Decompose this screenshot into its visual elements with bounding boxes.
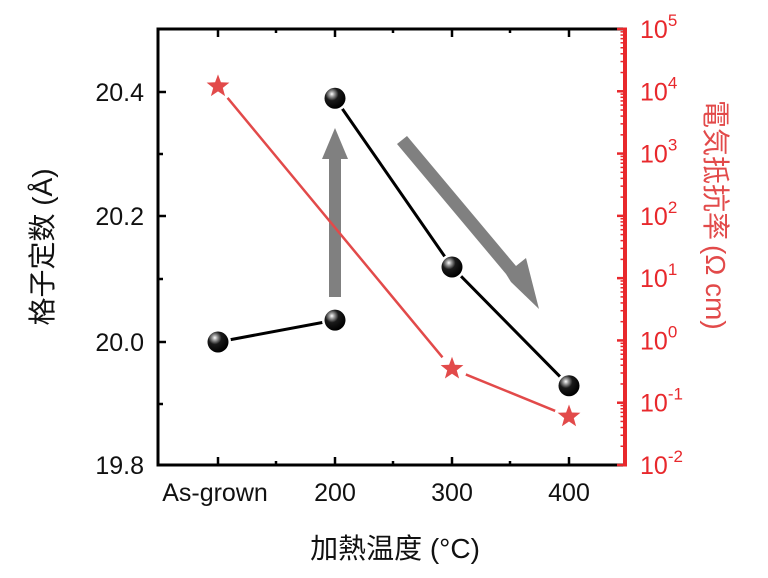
left-tick-20-4: 20.4 xyxy=(95,79,144,107)
right-tick-label: 105 xyxy=(640,11,677,44)
annotation-arrows xyxy=(322,128,539,309)
left-tick-20-0: 20.0 xyxy=(95,329,144,357)
right-axis-ticks xyxy=(617,27,625,467)
left-tick-labels: 20.4 20.2 20.0 19.8 xyxy=(95,79,144,480)
star-marker-icon xyxy=(557,404,581,427)
right-tick-label: 102 xyxy=(640,198,677,231)
right-axis-title: 電気抵抗率 (Ω cm) xyxy=(700,100,731,330)
left-tick-20-2: 20.2 xyxy=(95,203,144,231)
x-tick-as-grown: As-grown xyxy=(162,479,268,507)
right-tick-label: 100 xyxy=(640,322,677,355)
x-tick-labels: As-grown 200 300 400 xyxy=(162,479,590,507)
right-tick-label: 10-2 xyxy=(640,447,683,480)
sphere-marker-icon xyxy=(207,331,229,353)
right-tick-labels: 105 104 103 102 101 100 10-1 10-2 xyxy=(640,11,683,480)
x-axis-title: 加熱温度 (°C) xyxy=(310,533,480,564)
right-tick-label: 104 xyxy=(640,73,677,106)
right-tick-label: 10-1 xyxy=(640,385,683,418)
sphere-marker-icon xyxy=(558,375,580,397)
right-tick-label: 103 xyxy=(640,136,677,169)
x-tick-200: 200 xyxy=(314,479,356,507)
sphere-marker-icon xyxy=(324,309,346,331)
star-marker-icon xyxy=(206,74,230,97)
sphere-marker-icon xyxy=(324,87,346,109)
left-axis-title: 格子定数 (Å) xyxy=(27,168,58,325)
series-resistivity xyxy=(203,71,584,432)
sphere-marker-icon xyxy=(441,256,463,278)
down-right-arrow-icon xyxy=(397,136,539,309)
x-tick-400: 400 xyxy=(548,479,590,507)
right-tick-label: 101 xyxy=(640,260,677,293)
series-lattice-constant xyxy=(205,85,582,399)
top-axis-ticks xyxy=(216,29,571,37)
left-axis-ticks xyxy=(158,90,166,406)
star-marker-icon xyxy=(440,356,464,379)
bottom-axis-ticks xyxy=(216,457,571,465)
x-tick-300: 300 xyxy=(431,479,473,507)
right-axis-title-main: 電気抵抗率 xyxy=(700,100,731,240)
right-axis-title-unit: (Ω cm) xyxy=(700,245,731,330)
left-tick-19-8: 19.8 xyxy=(95,452,144,480)
up-arrow-icon xyxy=(322,128,348,297)
